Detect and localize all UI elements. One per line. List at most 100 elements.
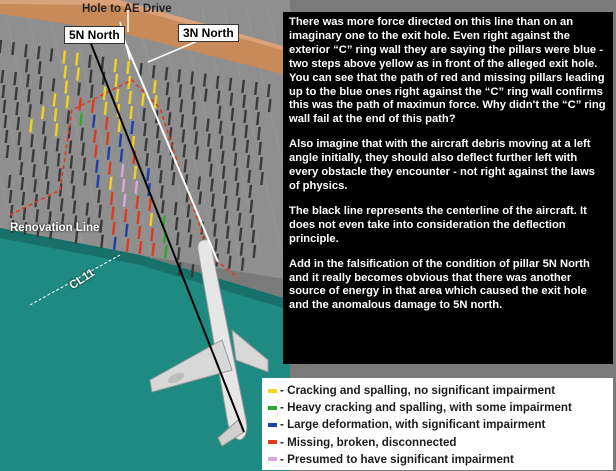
pillar — [149, 213, 154, 227]
pillar — [96, 174, 100, 188]
pillar — [145, 153, 149, 167]
pillar — [152, 80, 157, 94]
pillar — [239, 242, 244, 256]
pillar — [222, 180, 227, 194]
pillar — [257, 127, 261, 140]
pillar — [48, 211, 52, 225]
pillar — [142, 108, 146, 122]
pillar — [256, 112, 260, 125]
path-line-3n — [124, 41, 219, 263]
pillar — [101, 71, 106, 85]
pillar — [120, 163, 125, 177]
pillar — [122, 193, 127, 207]
pillar — [76, 67, 80, 81]
pillar — [191, 86, 195, 100]
pillar — [3, 115, 8, 128]
pillar — [216, 90, 221, 104]
pillar — [51, 78, 56, 92]
pillar — [234, 167, 239, 181]
pillar — [260, 172, 264, 185]
pillar — [233, 152, 238, 166]
pillar — [203, 88, 208, 102]
pillar — [176, 247, 181, 261]
pillar — [85, 202, 90, 216]
pillar — [13, 72, 18, 86]
pillar — [21, 192, 26, 206]
pillar — [217, 105, 222, 119]
pillar — [238, 227, 243, 241]
pillar — [66, 110, 71, 124]
pillar — [108, 176, 113, 190]
legend-text: - Presumed to have significant impairmen… — [280, 452, 514, 466]
legend-item: - Large deformation, with significant im… — [268, 416, 609, 433]
pillar — [128, 91, 133, 104]
legend-swatch-pink — [268, 457, 277, 462]
legend-text: - Large deformation, with significant im… — [280, 418, 546, 432]
pillar — [86, 217, 91, 231]
pillar — [100, 56, 105, 70]
cl11-line — [29, 254, 121, 306]
aircraft — [149, 239, 269, 447]
pillar — [188, 234, 193, 248]
pillar — [22, 207, 27, 221]
pillar — [112, 236, 117, 250]
pillar — [72, 200, 77, 214]
pillar — [47, 196, 51, 210]
pillar — [34, 194, 38, 208]
pillar — [192, 101, 196, 115]
pillar — [111, 221, 116, 235]
pillar — [27, 89, 31, 103]
pillar — [230, 107, 235, 121]
pillar — [7, 175, 12, 188]
pillar — [267, 99, 272, 113]
pillar — [224, 210, 229, 224]
pillar — [1, 85, 6, 98]
pillar — [229, 92, 234, 106]
pillar — [126, 61, 130, 74]
pillar — [8, 190, 13, 203]
pillar — [79, 112, 83, 126]
grid-line — [69, 9, 131, 261]
pillar — [190, 264, 195, 278]
pillar — [221, 165, 226, 179]
pointer-3n — [147, 39, 201, 63]
pillar — [68, 140, 73, 154]
pillar — [135, 196, 140, 209]
pillar — [209, 163, 213, 177]
pillar — [17, 132, 22, 146]
pillar — [45, 181, 50, 195]
pillar — [248, 184, 253, 198]
pillar — [102, 86, 107, 100]
pillar — [148, 198, 152, 212]
pillar-5n-label: 5N North — [64, 26, 125, 44]
lawn-edge — [0, 228, 290, 310]
legend-item: - Presumed to have significant impairmen… — [268, 451, 609, 468]
pillar — [171, 172, 176, 186]
pillar — [2, 100, 7, 113]
renovation-line-label: Renovation Line — [10, 222, 100, 234]
pillar — [242, 94, 247, 108]
pillar — [49, 48, 54, 62]
pillar — [32, 164, 36, 178]
pillar — [42, 136, 47, 150]
pillar — [153, 95, 158, 109]
pillar — [23, 222, 28, 236]
pillar — [94, 144, 98, 158]
pillar — [36, 224, 41, 238]
pillar — [259, 157, 263, 170]
pillar — [130, 121, 135, 134]
commentary-paragraph: Also imagine that with the aircraft debr… — [289, 138, 595, 192]
pillar — [243, 109, 248, 123]
grid-line — [135, 9, 197, 261]
pillar — [266, 84, 271, 98]
pillar — [137, 226, 142, 239]
pillar — [141, 93, 145, 107]
pillar — [255, 97, 259, 110]
pillar — [49, 226, 53, 240]
pillar — [250, 214, 255, 228]
pillar — [178, 84, 183, 98]
pillar — [44, 166, 49, 180]
pillar — [75, 52, 79, 66]
commentary-paragraph: There was more force directed on this li… — [289, 16, 606, 126]
pillar — [232, 137, 237, 151]
